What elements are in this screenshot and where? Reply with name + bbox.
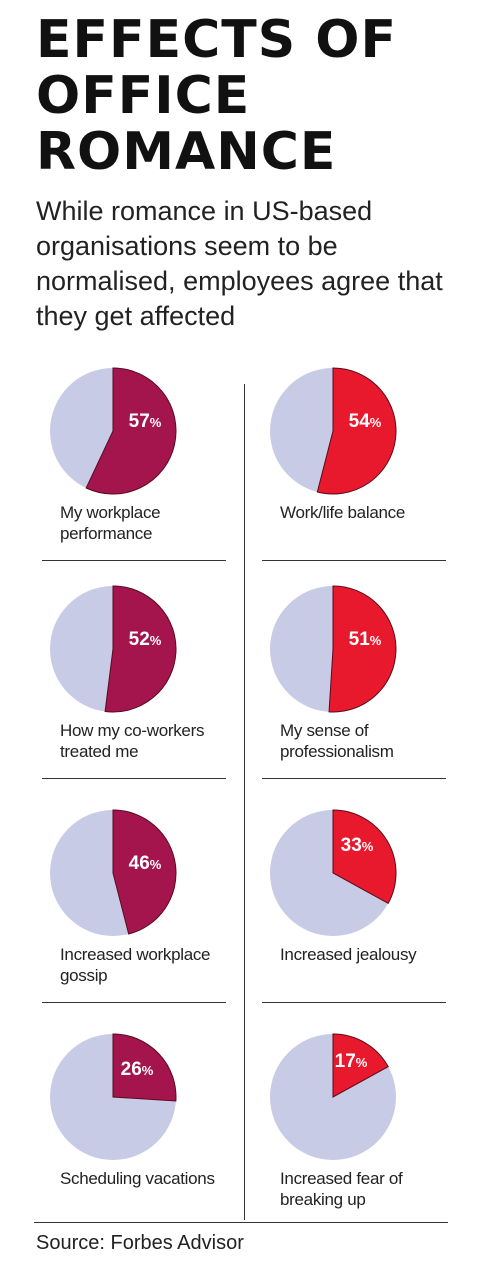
- pie-value-label: 52%: [129, 629, 162, 650]
- pie-value-label: 54%: [349, 411, 382, 432]
- pie-chart: 33%: [270, 809, 397, 936]
- row-divider: [42, 778, 226, 779]
- pie-chart: 57%: [50, 367, 177, 495]
- pie-value-slice: [104, 585, 177, 713]
- pie-chart: 54%: [270, 367, 397, 495]
- pie-value-slice: [328, 585, 397, 713]
- pie-value-slice: [112, 1033, 177, 1102]
- title-line-2: OFFICE: [36, 66, 251, 126]
- row-divider: [262, 1002, 446, 1003]
- pie-category-label: Scheduling vacations: [60, 1169, 215, 1188]
- pie-chart: 46%: [50, 809, 177, 936]
- row-divider: [262, 778, 446, 779]
- pie-value-slice: [332, 1033, 389, 1098]
- pie-value-label: 46%: [129, 853, 162, 874]
- pie-value-label: 33%: [341, 835, 374, 856]
- source-divider: [34, 1222, 448, 1223]
- pie-value-slice: [85, 367, 177, 495]
- pie-category-label: Increased workplace gossip: [60, 945, 211, 985]
- pie-category-label: My sense of professionalism: [280, 721, 394, 761]
- row-divider: [42, 1002, 226, 1003]
- pie-value-label: 57%: [129, 411, 162, 432]
- pie-chart: 26%: [50, 1033, 177, 1160]
- pie-category-label: Increased fear of breaking up: [280, 1169, 403, 1209]
- column-divider: [244, 384, 245, 1220]
- pie-category-label: Work/life balance: [280, 503, 405, 522]
- pie-value-label: 26%: [121, 1059, 154, 1080]
- row-divider: [42, 560, 226, 561]
- pie-value-slice: [332, 809, 397, 905]
- pie-value-slice: [316, 367, 397, 495]
- pie-category-label: How my co-workers treated me: [60, 721, 205, 761]
- source-note: Source: Forbes Advisor: [36, 1232, 244, 1254]
- pie-chart: 17%: [270, 1033, 396, 1160]
- pie-category-label: Increased jealousy: [280, 945, 417, 964]
- subtitle: While romance in US-based organisations …: [36, 196, 443, 331]
- pie-category-label: My workplace performance: [60, 503, 161, 543]
- pie-value-label: 17%: [335, 1051, 368, 1072]
- pie-chart: 52%: [50, 585, 177, 713]
- row-divider: [262, 560, 446, 561]
- pie-chart: 51%: [270, 585, 397, 713]
- pie-value-label: 51%: [349, 629, 382, 650]
- page-title: EFFECTS OF OFFICE ROMANCE: [36, 12, 466, 180]
- title-line-1: EFFECTS OF: [36, 10, 397, 70]
- title-line-3: ROMANCE: [36, 122, 337, 182]
- pie-value-slice: [112, 809, 177, 935]
